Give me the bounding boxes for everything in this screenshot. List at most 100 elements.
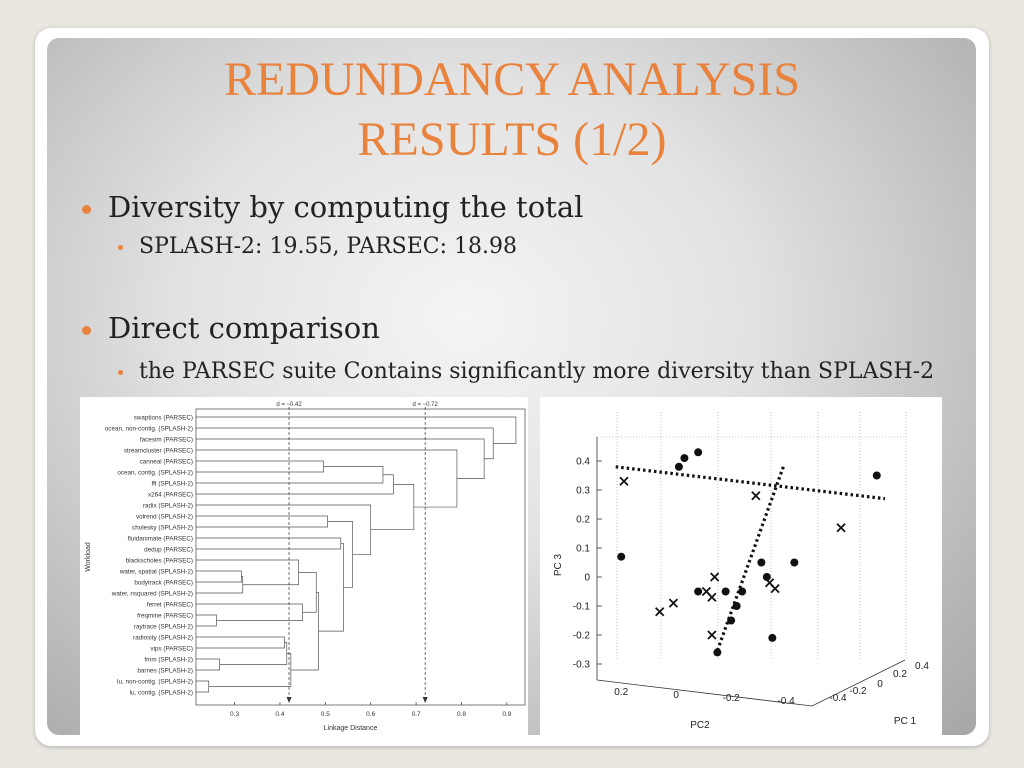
x-tick-label: -0.2	[723, 693, 741, 704]
dendrogram-link	[196, 438, 485, 479]
dendrogram-link	[196, 466, 384, 484]
leaf-label: ocean, non-contig. (SPLASH-2)	[105, 425, 193, 432]
bullet-dot	[82, 326, 91, 335]
dendrogram-link	[196, 559, 299, 586]
x-tick-label: -0.4	[777, 696, 795, 707]
dendrogram-link	[370, 484, 415, 531]
point-cross	[668, 598, 679, 608]
point-cross	[707, 630, 717, 640]
y-tick-label: 0.3	[576, 486, 590, 497]
cutoff-label: d = −0.42	[276, 402, 302, 408]
point-dot	[762, 573, 771, 581]
leaf-label: volrend (SPLASH-2)	[136, 513, 193, 520]
leaf-label: cholesky (SPLASH-2)	[132, 524, 193, 531]
dendrogram-figure: 0.3 0.4 0.5 0.6 0.7 0.8 0.9 Linkage Distance Wor…	[80, 397, 528, 738]
z-tick-label: 0.2	[893, 669, 907, 680]
leaf-label: ferret (PARSEC)	[147, 601, 193, 608]
dendrogram-link	[196, 570, 242, 583]
sub-bullet: the PARSEC suite Contains significantly …	[139, 359, 935, 384]
fit-line	[615, 465, 886, 501]
leaf-label: fluidanimate (PARSEC)	[128, 535, 193, 542]
point-cross	[770, 583, 780, 594]
point-dot	[694, 448, 703, 457]
point-dot	[727, 616, 736, 625]
leaf-label: freqmine (PARSEC)	[137, 612, 193, 619]
bullet-dot	[82, 205, 91, 214]
point-cross	[836, 523, 846, 533]
z-tick-label: -0.2	[849, 686, 867, 697]
sub-bullet: SPLASH-2: 19.55, PARSEC: 18.98	[139, 234, 518, 259]
point-cross	[707, 592, 717, 602]
dendrogram-link	[196, 474, 394, 495]
cutoff-arrow	[422, 697, 428, 703]
y-tick-label: 0	[584, 573, 590, 584]
x-tick-label: 0.3	[230, 711, 239, 718]
point-cross	[655, 607, 665, 617]
z-tick-label: -0.4	[829, 693, 847, 704]
slide-title: RESULTS (1/2)	[357, 113, 667, 166]
y-tick-label: 0.1	[576, 544, 590, 555]
plot-frame	[195, 408, 526, 706]
leaf-label: vips (PARSEC)	[150, 645, 193, 652]
point-cross	[710, 572, 720, 582]
x-tick-label: 0.8	[457, 711, 466, 718]
point-dot	[617, 552, 626, 561]
pca-figure: -0.3-0.2-0.100.10.20.30.40.2 0 -0.2 -0.40.4…	[540, 397, 942, 738]
y-tick-label: -0.3	[573, 660, 591, 671]
x-axis-label: Linkage Distance	[324, 725, 378, 732]
dendrogram-link	[298, 572, 317, 613]
dendrogram-link	[196, 658, 220, 671]
leaf-label: bodytrack (PARSEC)	[134, 579, 193, 586]
slide-title: REDUNDANCY ANALYSIS	[223, 53, 801, 106]
x-tick-label: 0.5	[321, 711, 330, 718]
fit-line	[713, 466, 785, 659]
point-dot	[732, 602, 741, 610]
leaf-label: water, nsquared (SPLASH-2)	[111, 590, 193, 597]
cutoff-arrow	[286, 697, 292, 703]
leaf-label: lu, contig. (SPLASH-2)	[130, 689, 193, 696]
dendrogram-link	[196, 603, 303, 621]
leaf-label: barnes (SPLASH-2)	[137, 667, 193, 674]
z-tick-label: 0	[877, 679, 883, 690]
y-tick-label: -0.1	[573, 602, 591, 613]
dendrogram-link	[219, 642, 288, 665]
dendrogram-link	[196, 537, 342, 550]
point-cross	[751, 491, 761, 501]
dendrogram-link	[196, 576, 244, 594]
dendrogram-link	[290, 591, 319, 671]
point-dot	[757, 558, 766, 567]
dendrogram-link	[196, 680, 210, 693]
dendrogram-link	[318, 543, 344, 632]
x-axis-label: PC2	[690, 720, 710, 731]
dendrogram-link	[208, 653, 292, 687]
point-dot	[713, 648, 722, 657]
dendrogram-link	[196, 416, 517, 444]
bullet: Diversity by computing the total	[108, 190, 584, 224]
leaf-label: radiosity (SPLASH-2)	[133, 634, 193, 641]
dendrogram-link	[196, 515, 328, 528]
leaf-label: streamcluster (PARSEC)	[124, 447, 193, 454]
x-tick-label: 0.2	[614, 687, 628, 698]
leaf-label: raytrace (SPLASH-2)	[134, 623, 193, 630]
bullet-dot	[118, 370, 123, 375]
leaf-label: blackscholes (PARSEC)	[126, 557, 193, 564]
cutoff-label: d = −0.72	[412, 402, 438, 408]
leaf-label: canneal (PARSEC)	[140, 458, 193, 465]
bullet-dot	[118, 245, 123, 250]
leaf-label: lu, non-contig. (SPLASH-2)	[117, 678, 193, 685]
x-tick-label: 0.9	[502, 711, 511, 718]
x-tick-label: 0	[673, 690, 679, 701]
point-dot	[768, 633, 777, 642]
leaf-label: fmm (SPLASH-2)	[144, 656, 193, 663]
x-tick-label: 0.6	[366, 711, 375, 718]
point-dot	[680, 454, 689, 463]
leaf-label: water, spatial (SPLASH-2)	[119, 568, 193, 575]
y-axis-label: Workload	[85, 542, 92, 572]
leaf-label: fft (SPLASH-2)	[151, 480, 193, 487]
x-tick-label: 0.7	[412, 711, 421, 718]
point-dot	[738, 587, 747, 596]
dendrogram-link	[196, 636, 285, 649]
leaf-label: swaptions (PARSEC)	[134, 414, 193, 421]
bullet: Direct comparison	[108, 311, 380, 345]
